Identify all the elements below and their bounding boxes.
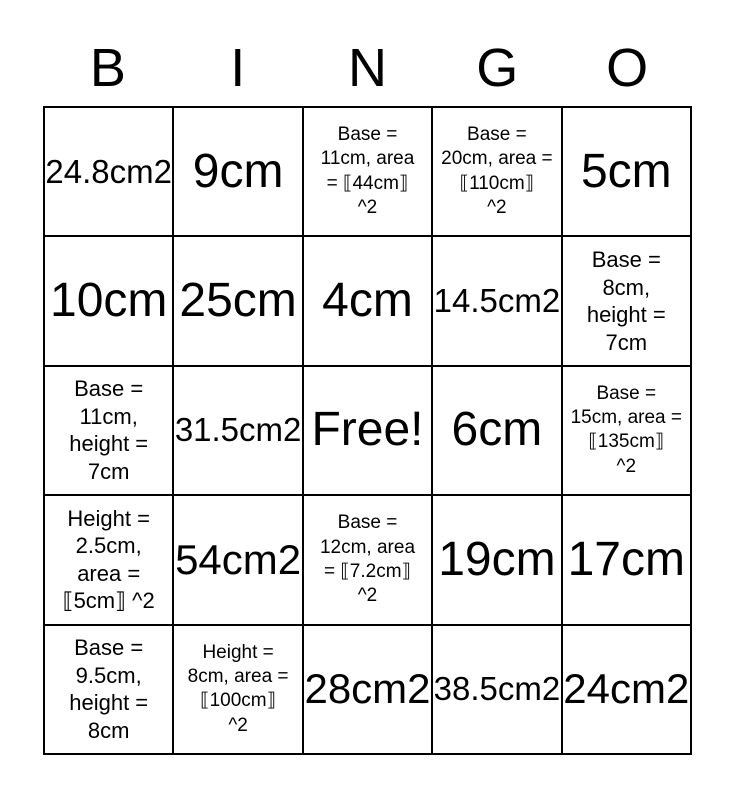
bingo-cell-r3c5[interactable]: Base = 15cm, area = ⟦135cm⟧ ^2 bbox=[561, 365, 691, 496]
bingo-title-letter-i: I bbox=[230, 38, 246, 98]
bingo-cell-r2c5[interactable]: Base = 8cm, height = 7cm bbox=[561, 236, 691, 366]
bingo-cell-free[interactable]: Free! bbox=[302, 365, 433, 496]
bingo-cell-r1c5[interactable]: 5cm bbox=[561, 107, 691, 237]
bingo-title-letter-g: G bbox=[476, 38, 519, 98]
bingo-cell-r5c5[interactable]: 24cm2 bbox=[561, 624, 691, 754]
bingo-cell-r1c2[interactable]: 9cm bbox=[173, 107, 303, 237]
bingo-cell-r4c1[interactable]: Height = 2.5cm, area = ⟦5cm⟧ ^2 bbox=[44, 495, 174, 625]
bingo-cell-r2c3[interactable]: 4cm bbox=[302, 236, 433, 366]
bingo-title-letter-b: B bbox=[89, 38, 126, 98]
bingo-cell-r1c1[interactable]: 24.8cm2 bbox=[44, 107, 174, 237]
bingo-cell-r1c3[interactable]: Base = 11cm, area = ⟦44cm⟧ ^2 bbox=[302, 107, 433, 237]
bingo-cell-r4c4[interactable]: 19cm bbox=[432, 495, 562, 625]
bingo-cell-r5c2[interactable]: Height = 8cm, area = ⟦100cm⟧ ^2 bbox=[173, 624, 303, 754]
bingo-cell-r2c1[interactable]: 10cm bbox=[44, 236, 174, 366]
bingo-cell-r5c3[interactable]: 28cm2 bbox=[302, 624, 433, 754]
bingo-grid: 24.8cm2 9cm Base = 11cm, area = ⟦44cm⟧ ^… bbox=[43, 106, 692, 755]
bingo-cell-r3c4[interactable]: 6cm bbox=[432, 365, 562, 496]
bingo-cell-r2c2[interactable]: 25cm bbox=[173, 236, 303, 366]
bingo-title-letter-o: O bbox=[606, 38, 649, 98]
bingo-cell-r2c4[interactable]: 14.5cm2 bbox=[432, 236, 562, 366]
bingo-title: B I N G O bbox=[43, 38, 692, 98]
bingo-cell-r5c1[interactable]: Base = 9.5cm, height = 8cm bbox=[44, 624, 174, 754]
bingo-cell-r5c4[interactable]: 38.5cm2 bbox=[432, 624, 562, 754]
bingo-cell-r4c2[interactable]: 54cm2 bbox=[173, 495, 303, 625]
bingo-cell-r3c1[interactable]: Base = 11cm, height = 7cm bbox=[44, 365, 174, 496]
bingo-title-letter-n: N bbox=[347, 38, 387, 98]
bingo-cell-r4c3[interactable]: Base = 12cm, area = ⟦7.2cm⟧ ^2 bbox=[302, 495, 433, 625]
bingo-cell-r4c5[interactable]: 17cm bbox=[561, 495, 691, 625]
bingo-cell-r1c4[interactable]: Base = 20cm, area = ⟦110cm⟧ ^2 bbox=[432, 107, 562, 237]
bingo-cell-r3c2[interactable]: 31.5cm2 bbox=[173, 365, 303, 496]
